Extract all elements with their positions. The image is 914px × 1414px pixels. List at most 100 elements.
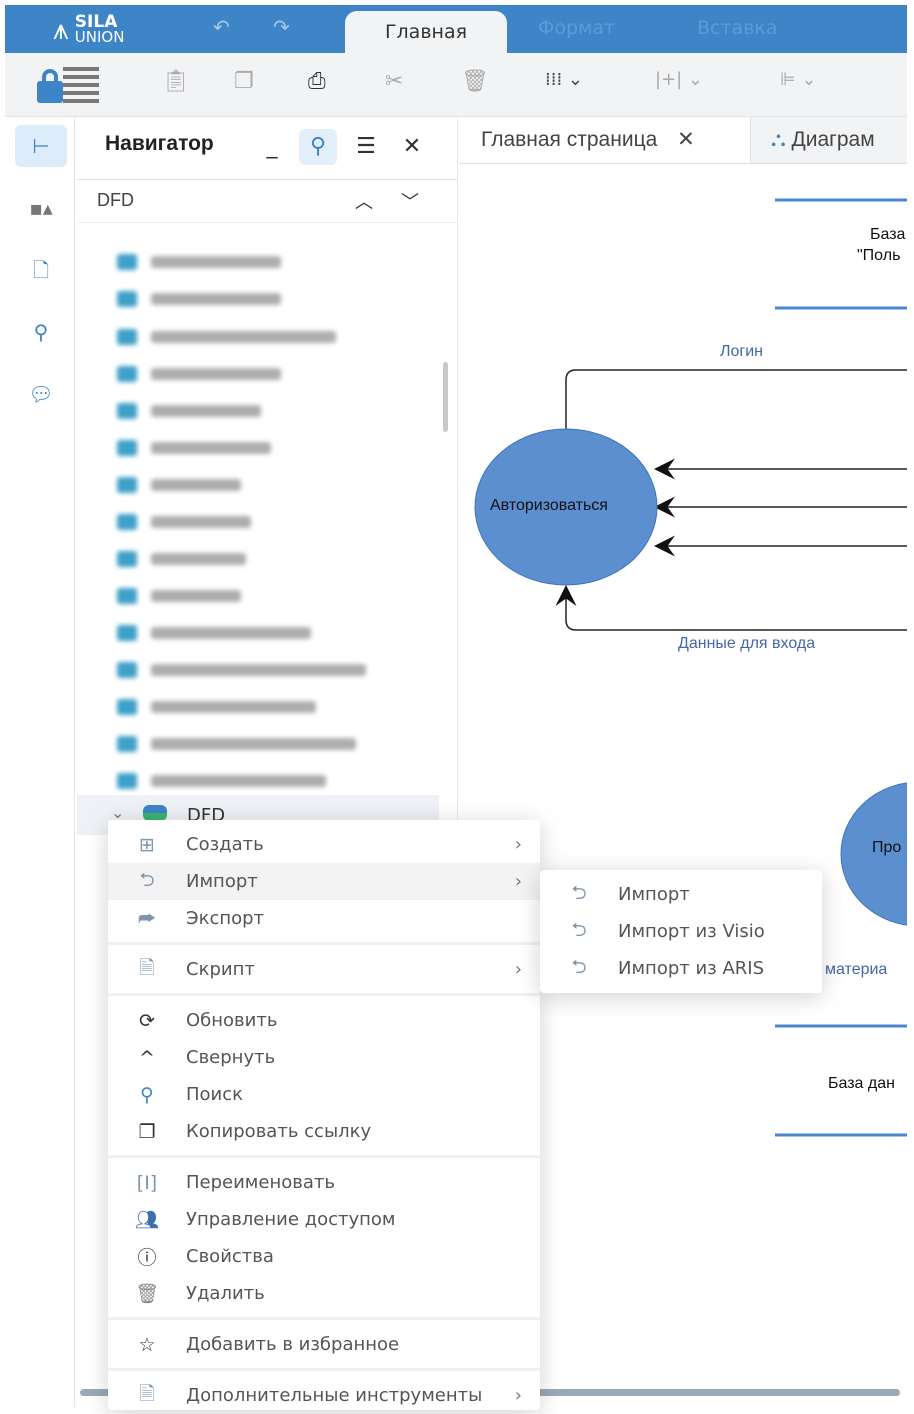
ribbon-tab-home[interactable]: Главная bbox=[345, 11, 507, 53]
ribbon-tab-insert[interactable]: Вставка bbox=[697, 17, 778, 39]
menu-item-label: Дополнительные инструменты bbox=[186, 1385, 483, 1406]
tree-item[interactable] bbox=[117, 734, 356, 754]
tree-item[interactable] bbox=[117, 771, 326, 791]
shapes-rail-icon[interactable]: ▪▴ bbox=[29, 196, 53, 220]
menu-divider bbox=[108, 993, 540, 996]
menu-divider bbox=[108, 1155, 540, 1158]
tree-item[interactable] bbox=[117, 697, 316, 717]
delete-icon[interactable]: 🗑︎ bbox=[461, 69, 489, 94]
tree-scrollbar[interactable] bbox=[443, 362, 448, 432]
close-navigator-button[interactable]: ✕ bbox=[402, 134, 422, 159]
script-icon: 🗎 bbox=[139, 956, 155, 979]
filter-button[interactable]: ☰ bbox=[356, 134, 376, 159]
cut-icon[interactable]: ✂ bbox=[385, 69, 404, 94]
navigator-search-button[interactable]: ⚲ bbox=[299, 129, 337, 165]
search-icon: ⚲ bbox=[140, 1083, 154, 1106]
menu-item-label: Обновить bbox=[186, 1010, 278, 1031]
chevron-up-icon[interactable]: ︿ bbox=[355, 192, 373, 213]
menu-item-favorite[interactable]: ☆ Добавить в избранное bbox=[108, 1326, 540, 1363]
menu-item-refresh[interactable]: ⟳ Обновить bbox=[108, 1002, 540, 1039]
chevron-right-icon: › bbox=[514, 834, 522, 855]
tree-item[interactable] bbox=[117, 289, 281, 309]
navigator-title: Навигатор bbox=[105, 132, 214, 155]
tools-icon: 🗎 bbox=[139, 1382, 155, 1405]
tree-item[interactable] bbox=[117, 512, 251, 532]
tree-item[interactable] bbox=[117, 252, 281, 272]
expand-chevron-icon[interactable]: ⌄ bbox=[111, 803, 125, 822]
copy-link-icon: ❐ bbox=[138, 1120, 156, 1143]
tab-label: Главная страница bbox=[481, 128, 658, 151]
collapse-icon: ^ bbox=[139, 1046, 155, 1069]
menu-item-label: Переименовать bbox=[186, 1172, 335, 1193]
grid-dropdown[interactable]: ⁞⁞⁞ ⌄ bbox=[545, 69, 583, 90]
menu-item-label: Экспорт bbox=[186, 908, 265, 929]
tree-item[interactable] bbox=[117, 660, 366, 680]
import-icon: ⮌ bbox=[571, 881, 587, 904]
breadcrumb: DFD ︿ ﹀ bbox=[77, 179, 458, 223]
flow-login-data bbox=[555, 585, 907, 631]
menu-item-create[interactable]: ⊞ Создать › bbox=[108, 826, 540, 863]
print-icon[interactable]: ⎙ bbox=[308, 69, 326, 94]
ribbon-tab-format[interactable]: Формат bbox=[538, 17, 616, 39]
tab-home-page[interactable]: Главная страница ✕ bbox=[459, 117, 751, 163]
process-authorize bbox=[474, 428, 658, 586]
align-dropdown[interactable]: ⊫ ⌄ bbox=[780, 69, 817, 90]
menu-item-collapse[interactable]: ^ Свернуть bbox=[108, 1039, 540, 1076]
menu-item-search[interactable]: ⚲ Поиск bbox=[108, 1076, 540, 1113]
store-label: База bbox=[870, 226, 906, 243]
navigator-rail-icon[interactable]: ⊢ bbox=[15, 125, 67, 167]
process-second bbox=[840, 782, 907, 926]
tree-item[interactable] bbox=[117, 623, 311, 643]
menu-item-label: Импорт bbox=[618, 884, 690, 905]
redo-icon[interactable]: ↷ bbox=[273, 15, 290, 39]
menu-item-label: Управление доступом bbox=[186, 1209, 396, 1230]
tree-item[interactable] bbox=[117, 401, 261, 421]
menu-item-script[interactable]: 🗎 Скрипт › bbox=[108, 951, 540, 988]
menu-item-import[interactable]: ⮌ Импорт › bbox=[108, 863, 540, 900]
comments-rail-icon[interactable]: 💬︎ bbox=[28, 382, 54, 406]
lock-list-icon[interactable] bbox=[37, 67, 101, 105]
menu-item-export[interactable]: ⮫ Экспорт bbox=[108, 900, 540, 937]
menu-divider bbox=[108, 1317, 540, 1320]
trash-icon: 🗑︎ bbox=[134, 1283, 160, 1305]
create-icon: ⊞ bbox=[139, 833, 155, 856]
star-icon: ☆ bbox=[138, 1333, 156, 1356]
minimize-button[interactable]: _ bbox=[266, 134, 278, 159]
menu-item-rename[interactable]: [I] Переименовать bbox=[108, 1164, 540, 1201]
database-icon bbox=[143, 805, 167, 821]
search-rail-icon[interactable]: ⚲ bbox=[33, 320, 49, 344]
logo-text: SILA bbox=[74, 12, 118, 32]
flow-label: материа bbox=[825, 961, 888, 978]
chevron-right-icon: › bbox=[514, 1385, 522, 1406]
chevron-down-icon[interactable]: ﹀ bbox=[401, 192, 419, 213]
tree-list bbox=[77, 227, 439, 789]
close-tab-icon[interactable]: ✕ bbox=[677, 128, 695, 151]
tree-item[interactable] bbox=[117, 586, 241, 606]
menu-item-copy-link[interactable]: ❐ Копировать ссылку bbox=[108, 1113, 540, 1150]
tree-item[interactable] bbox=[117, 475, 241, 495]
tree-item[interactable] bbox=[117, 364, 281, 384]
submenu-item-import-aris[interactable]: ⮌ Импорт из ARIS bbox=[540, 950, 822, 987]
copy-icon[interactable]: ❐ bbox=[234, 69, 254, 94]
menu-item-properties[interactable]: ⓘ Свойства bbox=[108, 1238, 540, 1275]
submenu-item-import-visio[interactable]: ⮌ Импорт из Visio bbox=[540, 913, 822, 950]
menu-item-label: Импорт bbox=[186, 871, 258, 892]
chevron-right-icon: › bbox=[514, 959, 522, 980]
tab-diagram[interactable]: ⛬ Диаграм bbox=[771, 117, 875, 163]
store-label-2: "Поль bbox=[857, 247, 901, 264]
tree-item[interactable] bbox=[117, 438, 271, 458]
menu-item-label: Свернуть bbox=[186, 1047, 276, 1068]
import-submenu: ⮌ Импорт ⮌ Импорт из Visio ⮌ Импорт из ARIS bbox=[540, 870, 822, 993]
menu-item-delete[interactable]: 🗑︎ Удалить bbox=[108, 1275, 540, 1312]
tree-item[interactable] bbox=[117, 327, 336, 347]
menu-item-label: Скрипт bbox=[186, 959, 255, 980]
undo-icon[interactable]: ↶ bbox=[213, 15, 230, 39]
tree-item[interactable] bbox=[117, 549, 246, 569]
menu-item-access[interactable]: 👥︎ Управление доступом bbox=[108, 1201, 540, 1238]
menu-item-more-tools[interactable]: 🗎 Дополнительные инструменты › bbox=[108, 1377, 540, 1414]
insert-column-dropdown[interactable]: |+| ⌄ bbox=[655, 69, 704, 90]
submenu-item-import[interactable]: ⮌ Импорт bbox=[540, 876, 822, 913]
paste-icon[interactable]: 📋︎ bbox=[162, 69, 190, 94]
title-bar: ⩚ SILA UNION ↶ ↷ Главная Формат Вставка bbox=[5, 5, 907, 53]
properties-rail-icon[interactable]: 🗋︎ bbox=[32, 258, 50, 282]
